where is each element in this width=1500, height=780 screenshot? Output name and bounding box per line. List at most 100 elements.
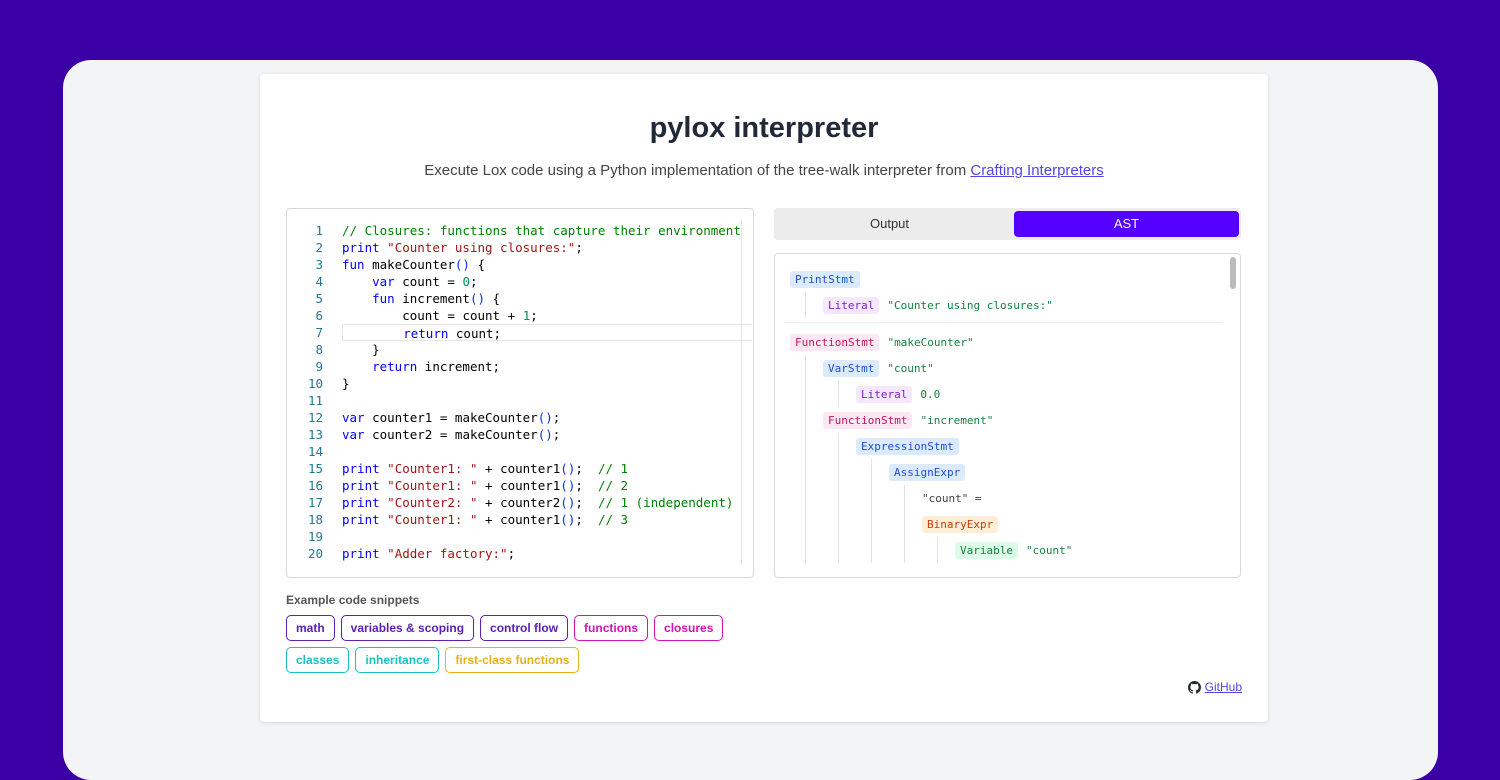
tab-bar: Output AST <box>774 208 1241 240</box>
tab[interactable]: Output <box>869 216 910 231</box>
line-number: 14 <box>307 444 323 459</box>
node-type: Variable <box>955 541 1018 559</box>
code-line: print "Counter2: " + counter2(); // 1 (i… <box>342 494 752 511</box>
code-token <box>583 495 598 510</box>
ast-row: Literal 0.0 <box>856 381 1240 407</box>
code-token: ; <box>552 427 561 442</box>
code-token: counter2 <box>500 495 561 510</box>
code-token: fun <box>342 257 365 272</box>
code-token: "Counter1: " <box>387 478 478 493</box>
line-number: 11 <box>307 393 323 408</box>
code-token: return <box>403 326 449 341</box>
code-token: + <box>507 308 516 323</box>
code-token: counter1 <box>372 410 433 425</box>
code-token: "Counter using closures:" <box>387 240 576 255</box>
code-token <box>432 427 440 442</box>
code-token: + <box>485 461 493 476</box>
code-token: () <box>560 461 576 476</box>
code-token <box>493 478 501 493</box>
code-editor[interactable]: 1 // Closures: functions that capture the… <box>286 208 754 578</box>
code-line: return increment; <box>342 358 752 375</box>
ast-row: AssignExpr <box>889 459 1240 485</box>
ast-row: VarStmt "count" <box>823 355 1240 381</box>
code-token <box>477 512 485 527</box>
code-token: ; <box>575 478 583 493</box>
code-token: print <box>342 512 380 527</box>
github-icon <box>1187 680 1201 694</box>
line-number: 2 <box>315 240 323 255</box>
node-type: AssignExpr <box>889 463 966 481</box>
line-number: 5 <box>315 291 323 306</box>
code-token <box>493 495 501 510</box>
code-token: print <box>342 478 380 493</box>
code-token: ; <box>575 512 583 527</box>
node-value: "makeCounter" <box>887 335 974 349</box>
code-token <box>583 512 598 527</box>
snippet-button[interactable]: control flow <box>480 615 569 641</box>
scrollbar[interactable] <box>1230 257 1236 289</box>
code-token: () <box>560 512 576 527</box>
code-token: 1 <box>522 308 531 323</box>
ast-tree: PrintStmt Literal "Counter using closures:… <box>775 254 1240 563</box>
ast-children: Variable "count" <box>937 537 1240 563</box>
snippet-button[interactable]: first-class functions <box>445 647 580 673</box>
code-token <box>447 410 455 425</box>
code-token: "Counter1: " <box>387 512 478 527</box>
code-token <box>583 478 598 493</box>
code-token: increment <box>424 359 493 374</box>
line-number: 16 <box>307 478 323 493</box>
code-token <box>447 427 455 442</box>
line-number: 17 <box>307 495 323 510</box>
code-token: ; <box>507 546 516 561</box>
code-token: fun <box>372 291 395 306</box>
ast-panel: PrintStmt Literal "Counter using closures:… <box>774 253 1241 578</box>
snippet-button[interactable]: closures <box>654 615 724 641</box>
line-number: 9 <box>315 359 323 374</box>
ast-row: Variable "count" <box>955 537 1240 563</box>
code-token: count <box>455 326 494 341</box>
code-token: () <box>469 291 486 306</box>
node-type: FunctionStmt <box>823 411 913 429</box>
snippet-button[interactable]: inheritance <box>355 647 440 673</box>
line-number: 3 <box>315 257 323 272</box>
node-value: "Counter using closures:" <box>887 298 1053 312</box>
code-line: fun makeCounter() { <box>342 256 752 273</box>
ast-children: ExpressionStmt AssignExpr "count" = BinaryE… <box>838 433 1240 563</box>
code-token: // 1 <box>597 461 629 476</box>
line-number: 6 <box>315 308 323 323</box>
crafting-interpreters-link[interactable]: Crafting Interpreters <box>970 162 1104 179</box>
code-token: ; <box>575 495 583 510</box>
code-token <box>343 326 403 341</box>
code-line: } <box>342 341 752 358</box>
line-number: 20 <box>307 546 323 561</box>
code-line: var count = 0; <box>342 273 752 290</box>
code-token <box>493 461 501 476</box>
code-token: // Closures: functions that capture thei… <box>342 223 741 238</box>
code-line: count = count + 1; <box>342 307 752 324</box>
code-token <box>477 495 485 510</box>
code-token: var <box>342 410 365 425</box>
code-token: = <box>447 308 455 323</box>
code-token: } <box>342 376 350 391</box>
snippet-button[interactable]: math <box>286 615 335 641</box>
code-token: count <box>402 274 440 289</box>
snippet-button[interactable]: variables & scoping <box>340 615 475 641</box>
snippet-button[interactable]: classes <box>286 647 350 673</box>
code-token: count <box>402 308 440 323</box>
code-token: { <box>492 291 501 306</box>
tab[interactable]: AST <box>1014 211 1239 237</box>
snippet-button[interactable]: functions <box>574 615 649 641</box>
code-token: return <box>372 359 418 374</box>
code-token: + <box>485 478 493 493</box>
github-link[interactable]: GitHub <box>1204 680 1242 694</box>
node-type: BinaryExpr <box>922 515 999 533</box>
code-token: makeCounter <box>454 427 538 442</box>
code-token <box>342 291 372 306</box>
ast-row: "count" = <box>922 485 1240 511</box>
ast-children: VarStmt "count" Literal 0.0 FunctionStmt "inc… <box>805 355 1240 563</box>
code-token <box>448 326 456 341</box>
node-type: VarStmt <box>823 359 880 377</box>
node-value: 0.0 <box>920 387 941 401</box>
code-token <box>583 461 598 476</box>
assign-target: "count" = <box>922 491 982 505</box>
